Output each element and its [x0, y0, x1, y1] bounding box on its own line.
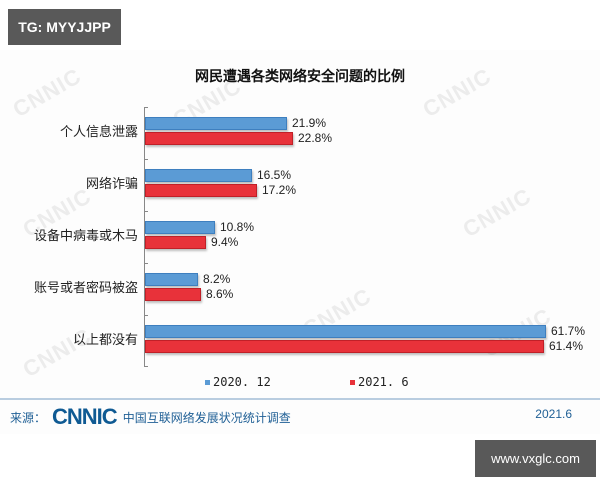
axis-tick: [144, 366, 148, 367]
axis-tick: [144, 315, 148, 316]
bar: [145, 184, 257, 197]
source-line: 来源： CNNIC 中国互联网络发展状况统计调查: [10, 404, 291, 430]
bar: [145, 236, 206, 249]
value-label: 8.2%: [203, 272, 231, 286]
bar: [145, 325, 546, 338]
legend-swatch: [205, 380, 210, 385]
top-tag-label: TG: MYYJJPP: [8, 9, 121, 45]
bar: [145, 169, 252, 182]
bar: [145, 117, 287, 130]
value-label: 61.4%: [549, 339, 584, 353]
category-label: 个人信息泄露: [59, 125, 138, 140]
value-label: 9.4%: [211, 235, 239, 249]
y-axis: [144, 107, 145, 367]
bar: [145, 288, 201, 301]
category-label: 设备中病毒或木马: [33, 229, 138, 244]
axis-tick: [144, 107, 148, 108]
legend-item-2021: 2021. 6: [350, 375, 409, 389]
legend-label: 2021. 6: [358, 375, 409, 389]
bar: [145, 132, 293, 145]
bar: [145, 340, 544, 353]
legend-swatch: [350, 380, 355, 385]
axis-tick: [144, 211, 148, 212]
axis-tick: [144, 159, 148, 160]
source-label: 来源：: [10, 410, 47, 425]
category-label: 以上都没有: [72, 333, 138, 348]
value-label: 17.2%: [262, 183, 297, 197]
chart-panel: CNNIC CNNIC CNNIC CNNIC CNNIC CNNIC CNNI…: [0, 50, 600, 434]
value-label: 61.7%: [551, 324, 586, 338]
category-label: 账号或者密码被盗: [33, 281, 138, 296]
value-label: 8.6%: [206, 287, 234, 301]
value-label: 10.8%: [220, 220, 255, 234]
axis-tick: [144, 263, 148, 264]
value-label: 21.9%: [292, 116, 327, 130]
value-label: 16.5%: [257, 168, 292, 182]
report-date: 2021.6: [535, 407, 572, 421]
source-name: 中国互联网络发展状况统计调查: [122, 410, 291, 425]
value-label: 22.8%: [298, 131, 333, 145]
bar: [145, 221, 215, 234]
bar: [145, 273, 198, 286]
cnnic-logo: CNNIC: [52, 404, 118, 429]
category-label: 网络诈骗: [85, 177, 138, 192]
chart-title: 网民遭遇各类网络安全问题的比例: [195, 69, 405, 85]
watermark: CNNIC: [458, 183, 536, 243]
footer-divider: [0, 398, 600, 400]
bottom-url-label: www.vxglc.com: [475, 440, 596, 477]
legend-item-2020: 2020. 12: [205, 375, 271, 389]
legend-label: 2020. 12: [213, 375, 271, 389]
